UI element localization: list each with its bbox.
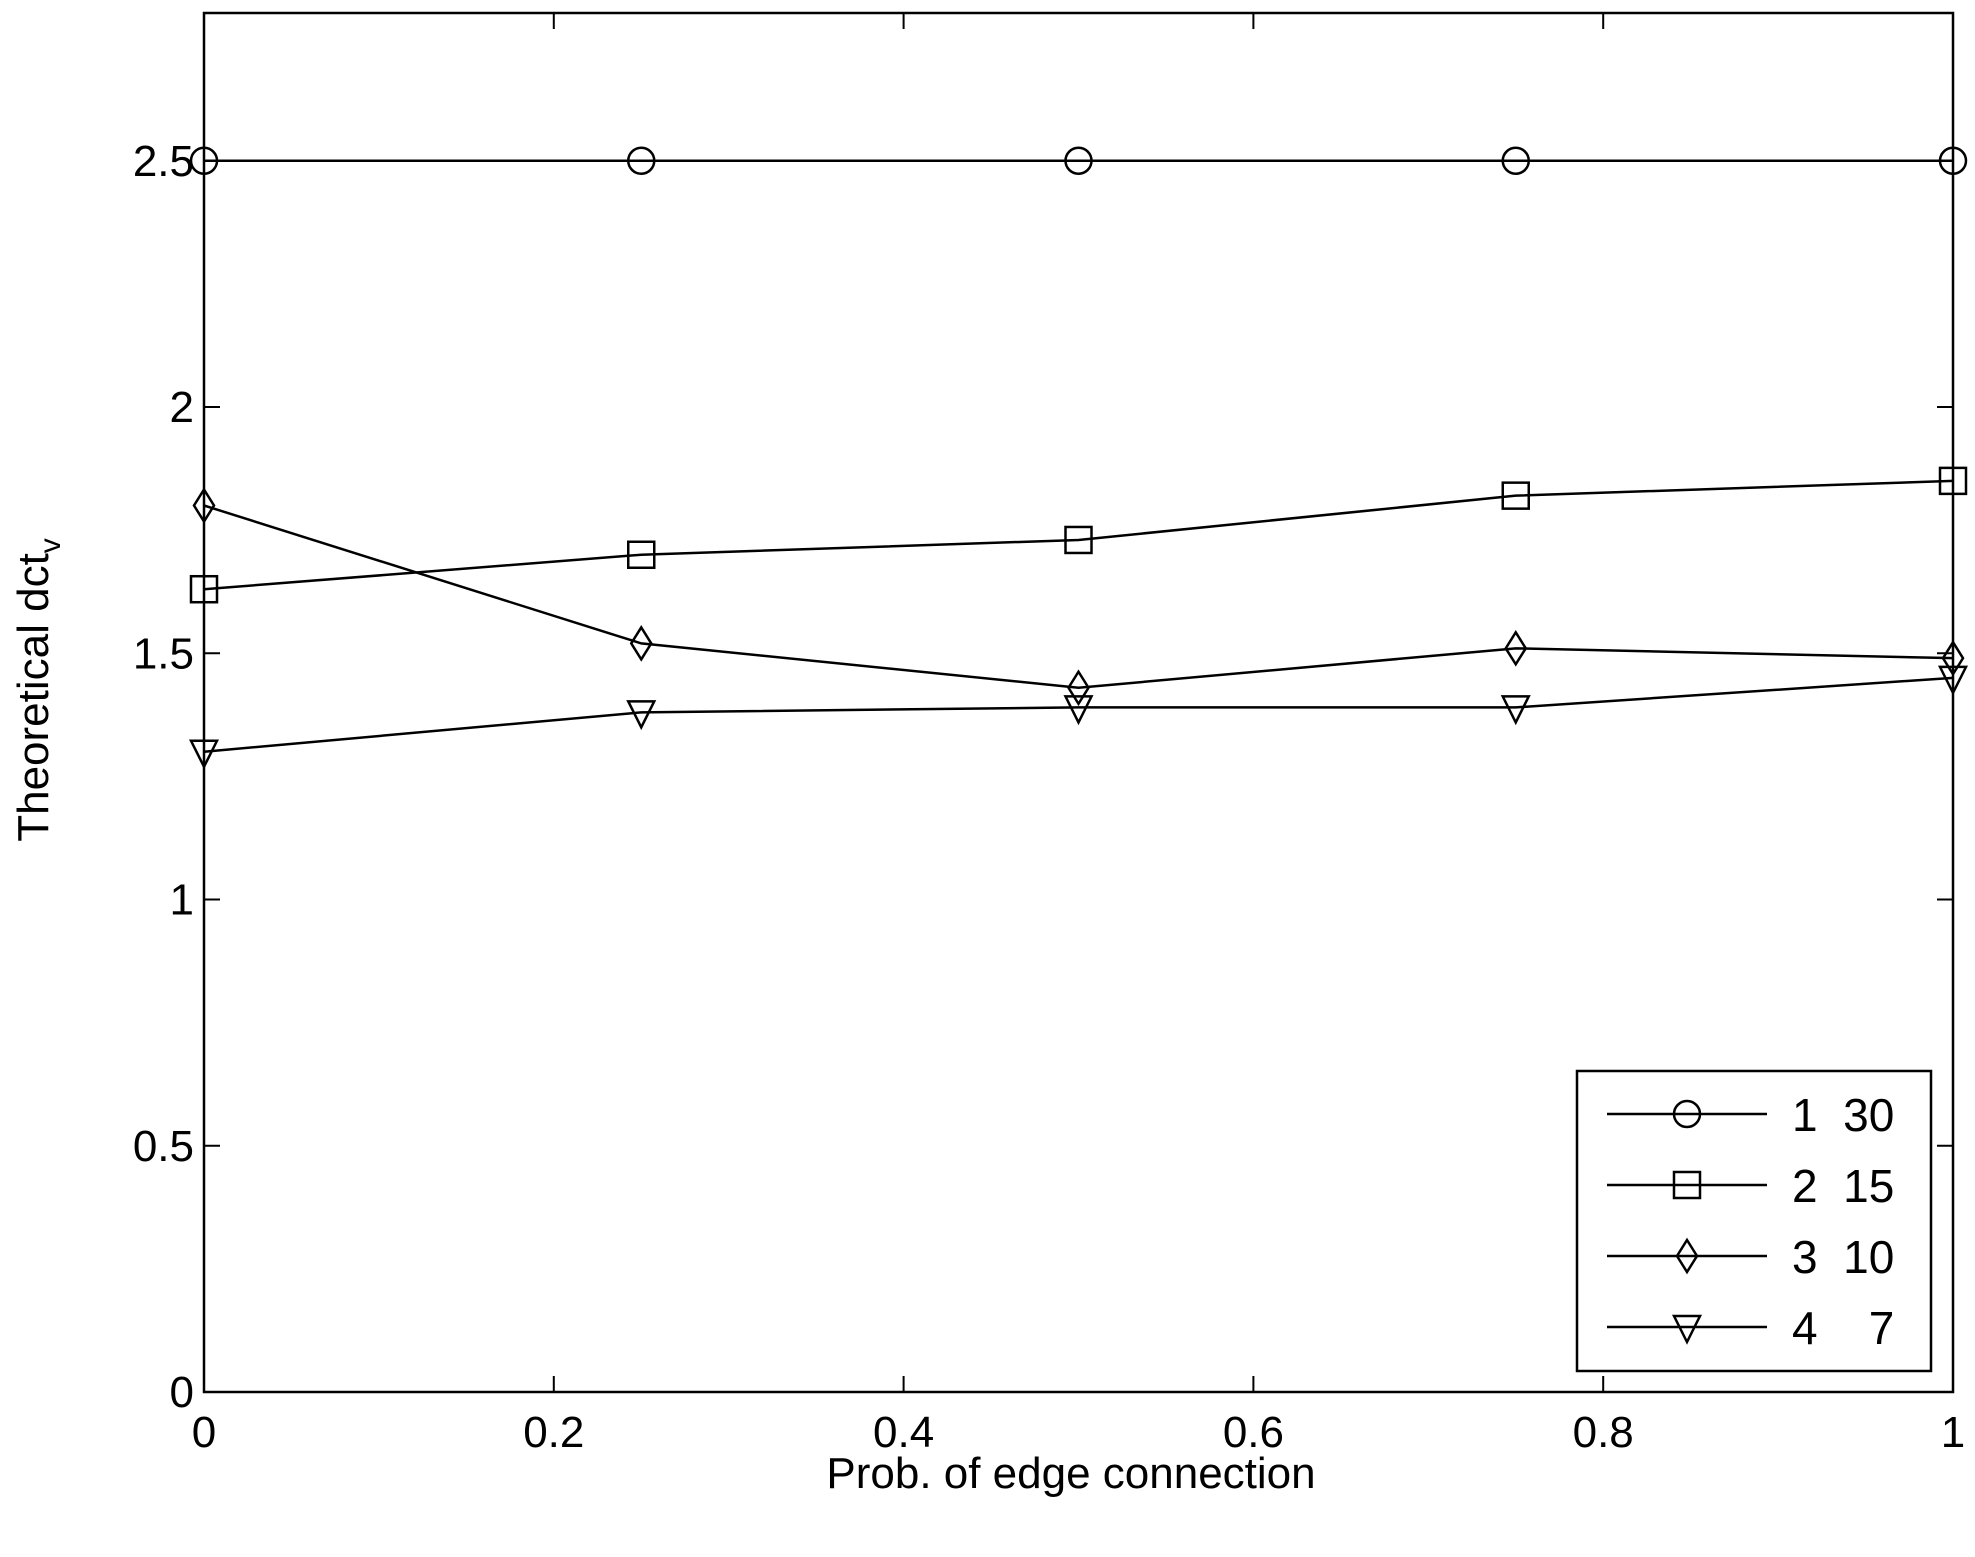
legend-entry-label: 4 7: [1792, 1302, 1894, 1354]
series-4-point: [626, 700, 657, 731]
y-tick-label: 1.5: [133, 629, 194, 678]
series-line-3: [203, 504, 1954, 689]
series-1-point: [189, 146, 219, 175]
series-1-point: [627, 146, 656, 175]
x-tick-label: 0.8: [1573, 1408, 1634, 1457]
series-4-point: [1500, 695, 1531, 726]
legend-marker: [1672, 1170, 1702, 1200]
series-4-point: [188, 739, 220, 770]
y-tick-label: 0: [170, 1368, 194, 1417]
plot-layer: 0 0.2 0.4 0.6 0.8 1 0 0.5 1 1.5 2 2.5: [133, 11, 1969, 1457]
x-tick-label: 0.6: [1223, 1408, 1284, 1457]
series-line-2: [203, 479, 1954, 591]
series-3-point: [1067, 669, 1090, 707]
axis-labels: Prob. of edge connection Theoretical dct…: [9, 538, 1316, 1498]
y-tick-label: 2: [170, 383, 194, 432]
series-2-point: [627, 540, 656, 569]
series-4-point: [1937, 665, 1969, 696]
series-2-point: [1064, 525, 1093, 555]
series-line-4: [203, 676, 1954, 753]
y-axis-label: Theoretical dctv: [9, 538, 67, 842]
series-3-point: [1504, 629, 1528, 667]
x-tick-label: 0: [192, 1408, 216, 1457]
legend-marker: [1672, 1099, 1702, 1129]
legend-box: [1575, 1069, 1933, 1373]
y-tick-label: 0.5: [133, 1122, 194, 1171]
series-4-point: [1063, 695, 1094, 726]
x-tick-label: 0.2: [523, 1408, 584, 1457]
y-tick-label: 1: [170, 876, 194, 925]
x-tick-label: 0.4: [873, 1408, 934, 1457]
legend-entry-label: 3 10: [1792, 1231, 1894, 1283]
x-axis-label: Prob. of edge connection: [826, 1449, 1315, 1498]
legend-marker: [1675, 1237, 1699, 1275]
series-3-point: [192, 487, 216, 524]
x-tick-label: 1: [1941, 1408, 1965, 1457]
series-2-point: [1501, 481, 1530, 510]
series-2-point: [1938, 466, 1968, 496]
y-axis-label-subscript: v: [34, 538, 67, 553]
legend: 1 30 2 15 3 10 4 7: [1575, 1069, 1933, 1373]
legend-entry-label: 2 15: [1792, 1160, 1894, 1212]
series-3-point: [1941, 639, 1965, 677]
series-1-point: [1064, 146, 1093, 175]
series-3-point: [629, 625, 653, 662]
axes-box: [202, 11, 1955, 1394]
legend-marker: [1671, 1314, 1703, 1345]
series-2-point: [189, 574, 219, 604]
y-axis-label-text: Theoretical dct: [9, 553, 58, 842]
y-tick-label: 2.5: [133, 137, 194, 186]
series-1-point: [1938, 146, 1968, 175]
legend-entry-label: 1 30: [1792, 1089, 1894, 1141]
series-1-point: [1501, 146, 1530, 175]
